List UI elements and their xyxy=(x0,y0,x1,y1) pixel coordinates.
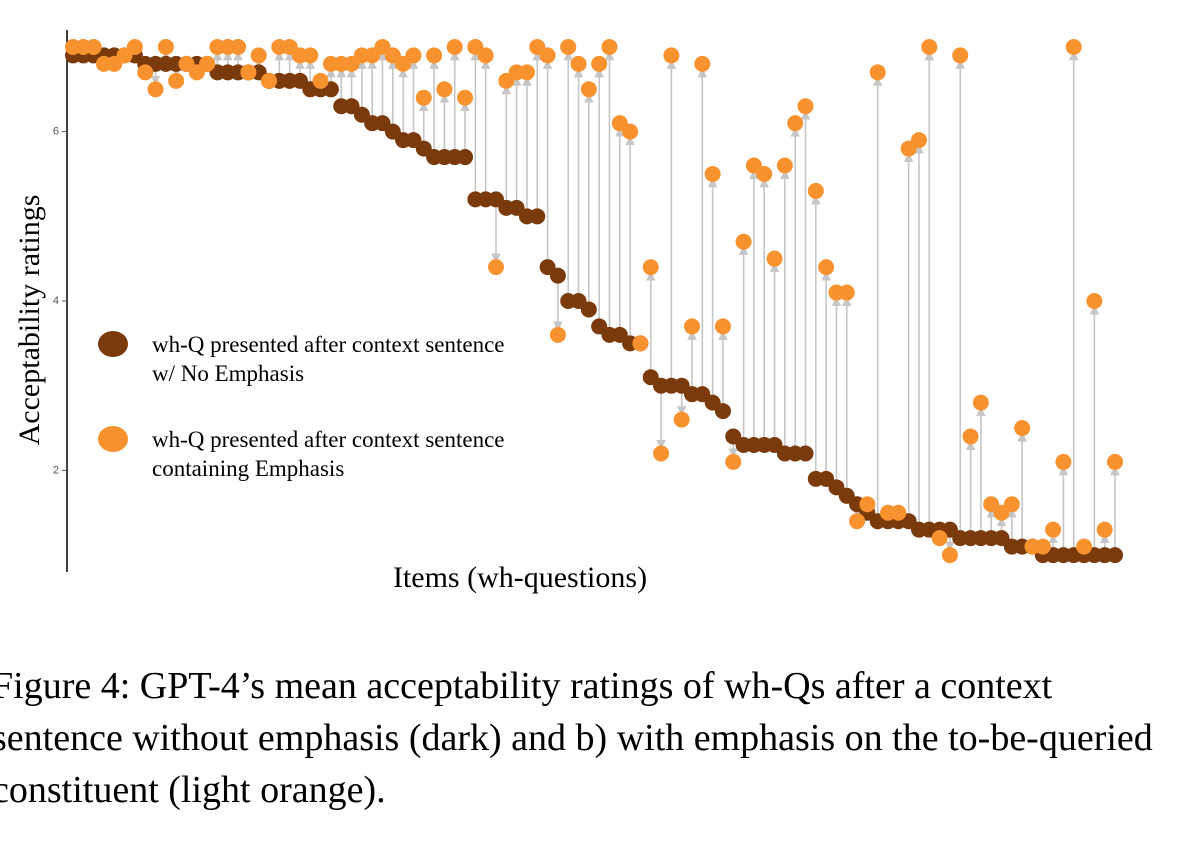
no-emphasis-dot xyxy=(714,403,731,420)
emphasis-dot xyxy=(147,81,164,98)
emphasis-dot xyxy=(714,318,731,335)
legend-label: wh-Q presented after context sentence co… xyxy=(152,427,505,481)
emphasis-dot xyxy=(570,55,587,72)
emphasis-dot xyxy=(487,259,504,276)
emphasis-dot xyxy=(560,38,577,55)
emphasis-dot xyxy=(518,64,535,81)
emphasis-dot xyxy=(642,259,659,276)
emphasis-dot xyxy=(972,394,989,411)
no-emphasis-dot xyxy=(797,445,814,462)
chart: Acceptability ratings Items (wh-question… xyxy=(13,30,1123,594)
emphasis-dot xyxy=(199,55,216,72)
emphasis-dot xyxy=(1045,521,1062,538)
emphasis-dot xyxy=(952,47,969,64)
emphasis-dot xyxy=(1086,293,1103,309)
emphasis-dot xyxy=(622,123,639,140)
emphasis-dot xyxy=(818,259,835,276)
emphasis-dot xyxy=(849,513,866,530)
emphasis-dot xyxy=(921,38,938,55)
no-emphasis-dot xyxy=(457,149,474,166)
emphasis-dot xyxy=(931,530,948,547)
x-axis-title: Items (wh-questions) xyxy=(393,561,647,594)
emphasis-dot xyxy=(890,504,907,521)
emphasis-dot xyxy=(787,115,804,132)
emphasis-dot xyxy=(684,318,701,335)
emphasis-dot xyxy=(1014,420,1031,437)
emphasis-dot xyxy=(962,428,979,445)
emphasis-dot xyxy=(766,250,783,267)
emphasis-dot xyxy=(601,38,618,55)
y-tick-label: 2 xyxy=(53,464,59,476)
y-axis-title: Acceptability ratings xyxy=(13,195,46,446)
emphasis-dot xyxy=(632,335,649,352)
emphasis-dot xyxy=(230,38,247,55)
emphasis-dot xyxy=(1076,538,1093,555)
emphasis-dot xyxy=(776,157,793,174)
emphasis-dot xyxy=(477,47,494,64)
emphasis-dot xyxy=(580,81,597,98)
emphasis-dot xyxy=(240,64,257,81)
emphasis-dot xyxy=(446,38,463,55)
emphasis-dot xyxy=(137,64,154,81)
emphasis-dot xyxy=(436,81,453,98)
emphasis-dot xyxy=(168,72,185,89)
emphasis-dot xyxy=(869,64,886,81)
emphasis-dot xyxy=(1055,453,1072,470)
emphasis-dot xyxy=(250,47,267,64)
y-tick-label: 4 xyxy=(53,295,59,307)
emphasis-dot xyxy=(859,496,876,513)
no-emphasis-dot xyxy=(549,267,566,284)
emphasis-dot xyxy=(261,72,278,89)
emphasis-dot xyxy=(302,47,319,64)
emphasis-dot xyxy=(756,165,773,182)
emphasis-dot xyxy=(426,47,443,64)
emphasis-dot xyxy=(591,55,608,72)
no-emphasis-dot xyxy=(1107,547,1123,564)
emphasis-dot xyxy=(157,38,174,55)
emphasis-dot xyxy=(807,182,824,199)
legend-label: wh-Q presented after context sentence w/… xyxy=(152,332,505,386)
no-emphasis-dot xyxy=(580,301,597,318)
emphasis-dot xyxy=(405,47,422,64)
emphasis-dot xyxy=(694,55,711,72)
emphasis-dot xyxy=(673,411,690,428)
emphasis-dot xyxy=(126,38,143,55)
emphasis-dot xyxy=(457,89,474,106)
emphasis-dot xyxy=(1096,521,1113,538)
emphasis-dot xyxy=(312,72,329,89)
caption: Figure 4: GPT-4’s mean acceptability rat… xyxy=(0,665,1153,811)
legend-swatch xyxy=(98,331,128,357)
emphasis-dot xyxy=(1065,38,1082,55)
emphasis-dot xyxy=(85,38,102,55)
emphasis-dot xyxy=(1003,496,1020,513)
emphasis-dot xyxy=(1107,453,1123,470)
emphasis-dot xyxy=(735,233,752,250)
emphasis-dot xyxy=(797,98,814,115)
emphasis-dot xyxy=(704,165,721,182)
emphasis-dot xyxy=(415,89,432,106)
emphasis-dot xyxy=(549,326,566,343)
emphasis-dot xyxy=(653,445,670,462)
emphasis-dot xyxy=(910,132,927,149)
emphasis-dot xyxy=(663,47,680,64)
emphasis-dot xyxy=(725,453,742,470)
y-tick-label: 6 xyxy=(53,126,59,138)
legend-swatch xyxy=(98,426,128,452)
no-emphasis-dot xyxy=(529,208,546,225)
emphasis-dot xyxy=(941,547,958,564)
emphasis-dot xyxy=(838,284,855,301)
emphasis-dot xyxy=(539,47,556,64)
emphasis-dot xyxy=(1034,538,1051,555)
